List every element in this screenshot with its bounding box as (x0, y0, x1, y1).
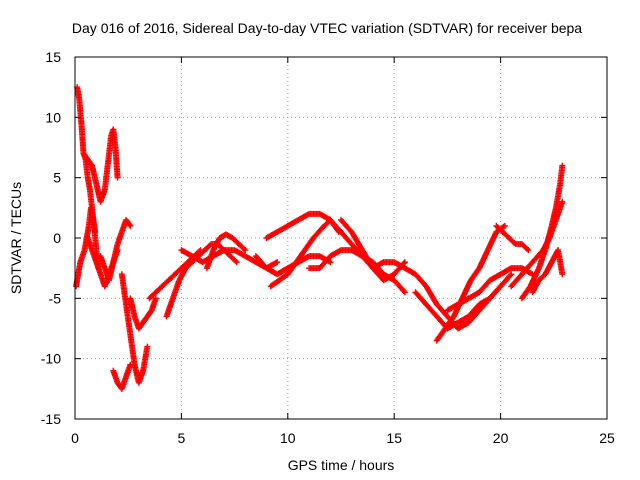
track-markers (204, 232, 247, 270)
x-tick-label: 5 (178, 430, 186, 446)
track-markers (147, 248, 203, 301)
track-markers (268, 218, 341, 289)
track-markers (434, 223, 507, 343)
x-tick-label: 25 (599, 430, 615, 446)
track-markers (119, 272, 151, 385)
track-markers (445, 265, 535, 313)
track-17 (338, 216, 408, 284)
track-markers (371, 259, 503, 331)
y-tick-label: 0 (53, 230, 61, 246)
track-25 (529, 247, 566, 296)
track-markers (110, 363, 133, 391)
track-markers (81, 127, 121, 204)
tick-labels: 0 5 10 15 20 25 -15 -10 -5 0 5 10 15 (41, 49, 615, 446)
track-15 (267, 216, 342, 290)
track-19 (412, 271, 515, 332)
x-tick-label: 0 (71, 430, 79, 446)
track-8 (127, 295, 159, 332)
y-axis-label: SDTVAR / TECUs (8, 182, 24, 294)
track-7 (118, 271, 151, 386)
track-5 (97, 216, 134, 284)
track-18 (369, 259, 504, 332)
track-2 (74, 84, 102, 272)
track-markers (494, 224, 530, 252)
chart-title: Day 016 of 2016, Sidereal Day-to-day VTE… (72, 20, 582, 36)
track-markers (307, 247, 407, 295)
track-markers (74, 85, 102, 270)
track-12 (203, 231, 249, 272)
y-tick-label: -15 (41, 411, 61, 427)
x-tick-label: 10 (280, 430, 296, 446)
track-14 (263, 210, 387, 278)
track-3 (80, 126, 121, 205)
track-20 (433, 222, 508, 344)
x-tick-label: 15 (386, 430, 402, 446)
track-markers (98, 218, 133, 282)
track-22 (493, 222, 532, 254)
y-tick-label: 15 (45, 49, 61, 65)
x-axis-label: GPS time / hours (288, 457, 395, 473)
data-points (73, 84, 566, 392)
y-tick-label: 10 (45, 109, 61, 125)
y-tick-label: 5 (53, 170, 61, 186)
track-markers (264, 210, 386, 277)
x-tick-label: 20 (493, 430, 509, 446)
track-markers (127, 296, 159, 331)
track-24 (518, 162, 566, 302)
track-markers (530, 248, 566, 294)
track-markers (519, 164, 566, 300)
grid-layer (75, 57, 607, 419)
y-tick-label: -5 (49, 290, 62, 306)
axis-ticks (74, 56, 608, 420)
track-6 (110, 361, 134, 392)
y-tick-label: -10 (41, 351, 61, 367)
track-11 (178, 247, 281, 272)
